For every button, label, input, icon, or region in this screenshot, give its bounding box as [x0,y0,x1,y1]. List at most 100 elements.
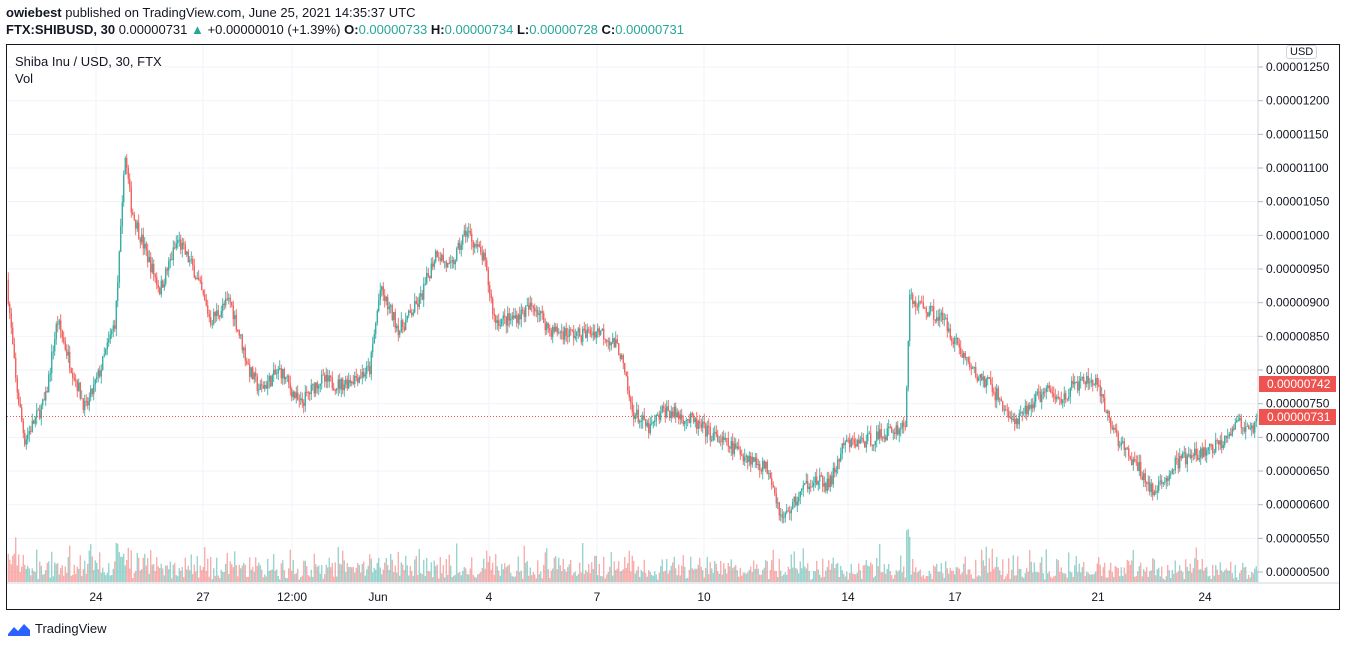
candle [1225,436,1227,438]
volume-bar [312,576,314,582]
candle [406,315,408,320]
volume-bar [271,569,273,582]
volume-bar [1170,577,1172,582]
volume-bar [1153,559,1155,582]
volume-bar [319,573,321,582]
candle [1185,452,1187,465]
volume-bar [91,556,93,582]
candle [643,415,645,420]
volume-bar [853,574,855,582]
candle [94,379,96,385]
candle [96,376,98,380]
candle [190,259,192,261]
volume-bar [153,564,155,582]
candle [870,433,872,445]
volume-bar [393,572,395,582]
volume-bar [733,566,735,582]
volume-bar [430,562,432,582]
brand-name: TradingView [35,621,107,636]
currency-button[interactable]: USD [1286,45,1318,59]
candle [790,509,792,514]
volume-bar [151,564,153,582]
volume-bar [234,551,236,582]
chart-frame[interactable] [6,44,1340,610]
candle [957,337,959,344]
volume-bar [1197,559,1199,582]
candle [811,485,813,487]
volume-bar [82,568,84,582]
candle [642,415,644,421]
candle [1155,491,1157,493]
candle [88,397,90,406]
volume-bar [708,574,710,582]
volume-bar [757,568,759,582]
candle [1027,405,1029,415]
volume-bar [969,569,971,582]
candle [22,420,24,433]
candle [193,265,195,278]
volume-bar [1026,568,1028,582]
candle [708,425,710,428]
volume-bar [714,561,716,582]
candle [757,464,759,466]
candle [537,310,539,316]
candle [159,287,161,295]
x-tick-label: 7 [594,590,601,604]
candle [480,246,482,253]
volume-bar [90,544,92,582]
candle [577,328,579,333]
candle [739,449,741,455]
x-tick-label: 14 [841,590,855,604]
candle [90,388,92,398]
volume-bar [507,565,509,582]
candle [726,438,728,439]
candle [1216,440,1218,441]
candle [201,281,203,291]
volume-bar [387,565,389,582]
volume-bar [636,570,638,582]
volume-bar [535,578,537,582]
volume-bar [121,556,123,582]
volume-bar [217,575,219,582]
volume-bar [702,570,704,582]
volume-bar [1123,567,1125,582]
volume-bar [1212,564,1214,582]
volume-bar [649,571,651,582]
volume-bar [64,566,66,582]
volume-bar [892,578,894,582]
candle [1164,481,1166,483]
volume-bar [814,571,816,582]
candle [984,376,986,388]
candle [688,419,690,423]
volume-bar [669,570,671,582]
volume-bar [304,560,306,582]
volume-bar [193,564,195,582]
candle [667,406,669,411]
volume-bar [835,563,837,582]
candle [936,317,938,321]
candle [709,427,711,441]
volume-bar [540,571,542,582]
volume-bar [1218,574,1220,582]
candle [1066,398,1068,400]
high-marker-label: 0.00000742 [1259,376,1336,392]
volume-bar [481,567,483,582]
y-tick-label: 0.00001200 [1266,94,1330,108]
volume-bar [424,575,426,582]
candle [429,275,431,279]
volume-bar [931,578,933,582]
tradingview-logo[interactable]: TradingView [8,621,107,636]
volume-bar [1111,571,1113,582]
candle [609,341,611,346]
volume-bar [144,553,146,582]
volume-bar [489,556,491,582]
volume-bar [229,561,231,582]
volume-bar [837,562,839,582]
candle [601,328,603,331]
candle [964,352,966,358]
volume-bar [934,566,936,582]
candle [102,356,104,370]
volume-bar [661,559,663,582]
candle [355,376,357,378]
